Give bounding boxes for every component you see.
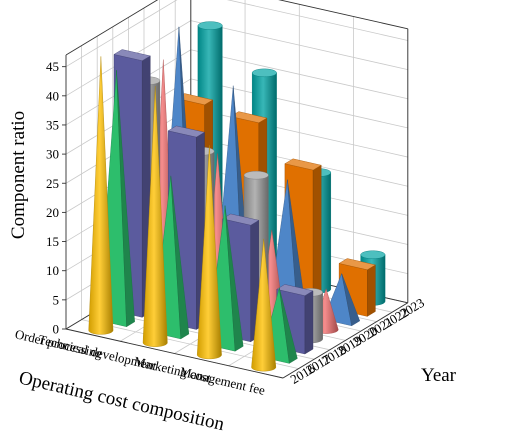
y-tick-label-8: 40 — [46, 88, 59, 103]
bar-2016-1 — [142, 86, 168, 347]
y-tick-label-4: 20 — [46, 205, 59, 220]
y-tick-label-9: 45 — [46, 59, 59, 74]
bar-2016-3 — [251, 238, 277, 372]
axis-frame-5 — [65, 328, 284, 379]
y-tick-label-6: 30 — [46, 147, 59, 162]
axis-frame-4 — [278, 0, 408, 30]
year-axis-title: Year — [421, 365, 457, 386]
y-tick-label-7: 35 — [46, 117, 59, 132]
y-tick-label-5: 25 — [46, 176, 59, 191]
y-tick-label-3: 15 — [46, 234, 59, 249]
bar-2016-0 — [88, 56, 114, 335]
y-tick-label-1: 5 — [53, 292, 60, 307]
y-tick-label-0: 0 — [53, 322, 60, 337]
y-tick-label-2: 10 — [46, 263, 59, 278]
year-tick-label-7: 2023 — [397, 295, 427, 321]
y-axis-title: Component ratio — [8, 111, 29, 239]
bar-2022-3 — [338, 258, 376, 317]
bars-layer — [88, 21, 386, 372]
axis-frame-6 — [282, 302, 409, 379]
bar-2016-2 — [196, 145, 222, 360]
axis-frame-3 — [65, 0, 159, 56]
